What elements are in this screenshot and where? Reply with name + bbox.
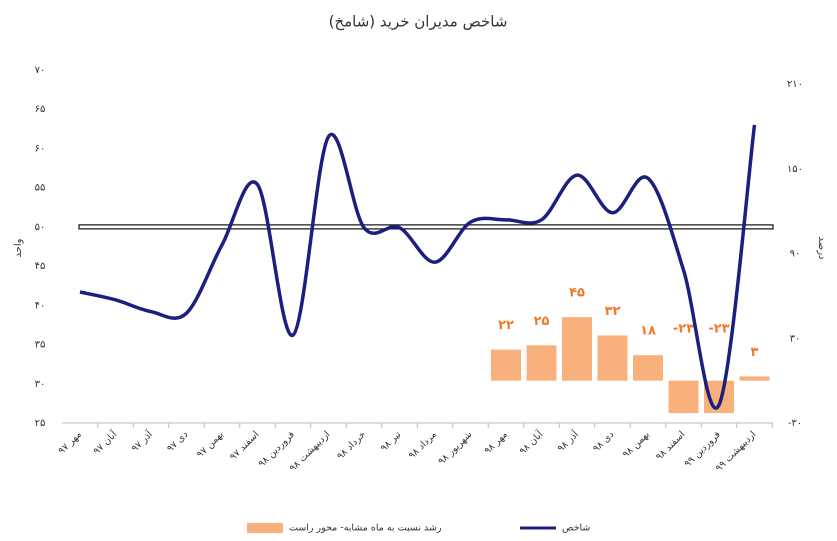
y2-tick-label: ۳۰ (790, 333, 801, 344)
line (79, 124, 757, 410)
x-tick-label: اسفند ۹۸ (654, 429, 688, 463)
y2-tick-label: ۱۵۰ (787, 164, 803, 175)
x-tick-label: شهریور ۹۸ (436, 429, 474, 467)
x-tick-label: مهر ۹۸ (482, 429, 510, 457)
x-tick-label: آذر ۹۸ (554, 427, 581, 454)
x-tick-label: دی ۹۸ (591, 429, 616, 454)
bar (597, 335, 628, 381)
y2-tick-label: ۲۱۰ (787, 79, 803, 90)
y-tick-label: ۴۰ (35, 300, 46, 311)
bar-value-label: ۱۸ (640, 324, 656, 339)
bar-value-label: ۴۵ (569, 286, 585, 301)
bar-value-label: ۳۲ (605, 304, 621, 319)
y-tick-label: ۶۵ (35, 104, 46, 115)
y-tick-label: ۲۵ (35, 418, 46, 429)
bar-value-label: -۲۳ (708, 322, 729, 337)
legend-label: شاخص (562, 523, 590, 534)
x-tick-label: آبان ۹۷ (90, 427, 120, 457)
x-tick-label: خرداد ۹۸ (335, 429, 368, 462)
x-tick-label: دی ۹۷ (165, 429, 190, 454)
y-tick-label: ۵۵ (35, 183, 46, 194)
x-tick-label: مهر ۹۷ (56, 429, 84, 457)
bar (668, 380, 699, 414)
bar (739, 376, 770, 381)
y2-axis-label: درصد (816, 236, 827, 259)
reference-line (78, 224, 774, 230)
x-tick-label: بهمن ۹۸ (621, 429, 652, 460)
x-tick-label: اسفند ۹۷ (228, 429, 262, 463)
legend-label: رشد نسبت به ماه مشابه- محور راست (289, 523, 442, 534)
y-tick-label: ۳۰ (35, 379, 46, 390)
x-tick-label: آبان ۹۸ (516, 427, 546, 457)
y2-tick-label: -۳۰ (788, 418, 802, 429)
bar-value-label: ۲۵ (534, 314, 550, 329)
x-tick-label: بهمن ۹۷ (195, 429, 226, 460)
y-tick-label: ۴۵ (35, 261, 46, 272)
chart-title: شاخص مدیران خرید (شامخ) (329, 13, 508, 31)
y-tick-label: ۳۵ (35, 340, 46, 351)
bar (633, 355, 663, 381)
x-tick-label: آذر ۹۷ (128, 427, 155, 454)
y2-tick-label: ۹۰ (790, 249, 801, 260)
bar (491, 349, 521, 381)
bar (526, 345, 557, 381)
x-tick-label: مرداد ۹۸ (407, 429, 439, 461)
bar (562, 317, 592, 381)
bar-value-label: -۲۳ (673, 322, 694, 337)
bar-value-label: ۲۲ (498, 318, 514, 333)
legend-swatch (247, 523, 283, 533)
bar-value-label: ۳ (751, 345, 759, 360)
y-tick-label: ۶۰ (35, 143, 46, 154)
y-axis-label: واحد (13, 238, 24, 257)
y-tick-label: ۷۰ (35, 65, 46, 76)
x-tick-label: تیر ۹۸ (379, 429, 404, 454)
y-tick-label: ۵۰ (35, 222, 46, 233)
